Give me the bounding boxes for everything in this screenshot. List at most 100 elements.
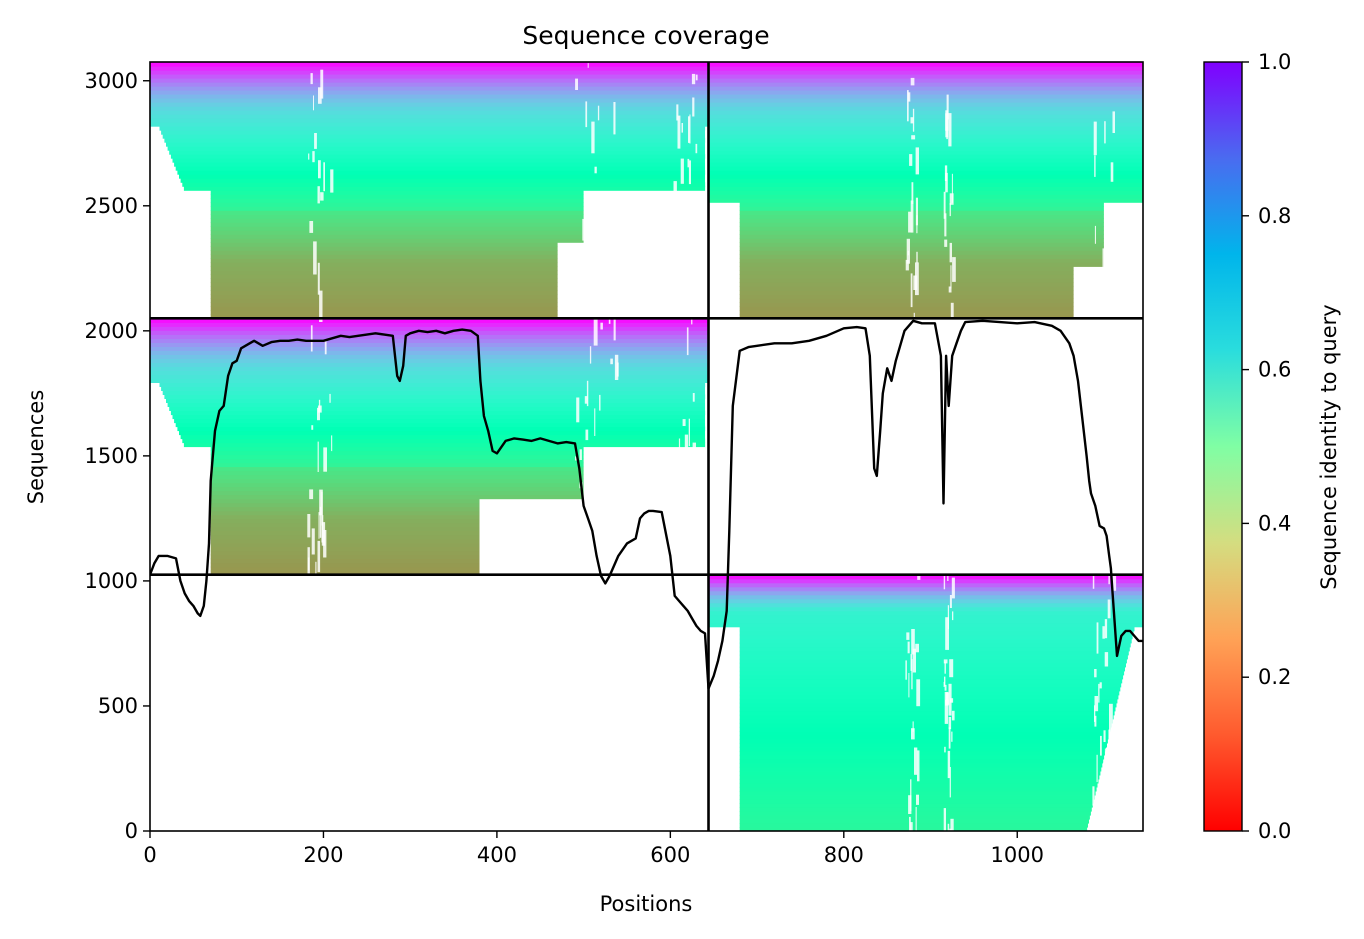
- heatmap-band: [739, 714, 1114, 720]
- heatmap-band: [739, 734, 1109, 740]
- heatmap-band: [150, 62, 709, 67]
- heatmap-band: [739, 270, 1074, 275]
- heatmap-band: [174, 418, 706, 424]
- heatmap-band: [175, 166, 705, 171]
- heatmap-band: [739, 642, 1131, 648]
- coverage-gap: [313, 649, 317, 657]
- heatmap-band: [739, 682, 1122, 688]
- coverage-gap: [945, 113, 949, 131]
- coverage-gap: [946, 94, 949, 120]
- coverage-gap: [318, 399, 321, 412]
- heatmap-band: [739, 722, 1112, 728]
- heatmap-band: [210, 250, 558, 255]
- coverage-gap: [1093, 121, 1097, 156]
- heatmap-band: [210, 310, 558, 315]
- coverage-gap: [950, 411, 955, 423]
- coverage-gap: [597, 105, 600, 121]
- heatmap-band: [739, 774, 1100, 780]
- coverage-gap: [588, 202, 591, 223]
- heatmap-band: [739, 754, 1105, 760]
- heatmap-band: [210, 534, 480, 540]
- coverage-gap: [592, 612, 594, 631]
- coverage-gap: [307, 547, 310, 581]
- heatmap-band: [739, 638, 1132, 644]
- heatmap-band: [739, 314, 1074, 319]
- heatmap-band: [170, 410, 706, 416]
- coverage-gap: [579, 578, 582, 596]
- heatmap-band: [739, 246, 1104, 251]
- heatmap-band: [174, 162, 706, 167]
- heatmap-band: [150, 338, 709, 343]
- heatmap-band: [739, 286, 1074, 291]
- coverage-gap: [944, 691, 949, 724]
- heatmap-band: [708, 86, 1143, 91]
- coverage-gap: [317, 407, 320, 421]
- coverage-gap: [577, 633, 580, 654]
- coverage-gap: [694, 520, 698, 538]
- heatmap-band: [739, 662, 1126, 668]
- heatmap-band: [210, 502, 480, 508]
- heatmap-band: [739, 670, 1125, 676]
- heatmap-band: [210, 538, 480, 544]
- coverage-gap: [331, 435, 333, 452]
- heatmap-band: [708, 174, 1143, 179]
- heatmap-band: [739, 666, 1125, 672]
- heatmap-band: [210, 454, 584, 460]
- coverage-gap: [601, 754, 604, 768]
- heatmap-band: [150, 342, 709, 347]
- heatmap-band: [179, 174, 705, 179]
- coverage-gap: [1112, 807, 1116, 828]
- coverage-gap: [916, 794, 919, 805]
- coverage-gap: [1098, 683, 1100, 703]
- heatmap-band: [210, 474, 584, 480]
- coverage-gap: [598, 616, 601, 628]
- coverage-gap: [915, 147, 919, 175]
- coverage-gap: [585, 466, 588, 486]
- coverage-gap: [575, 592, 579, 599]
- coverage-gap: [1092, 275, 1094, 299]
- coverage-gap: [911, 135, 916, 140]
- coverage-gap: [614, 354, 619, 380]
- heatmap-band: [739, 658, 1127, 664]
- heatmap-band: [708, 178, 1143, 183]
- heatmap-band: [210, 542, 480, 548]
- heatmap-band: [177, 426, 706, 432]
- heatmap-band: [739, 634, 1133, 640]
- heatmap-band: [210, 566, 480, 572]
- heatmap-band: [210, 218, 584, 223]
- coverage-gap: [1102, 762, 1106, 777]
- coverage-gap: [1110, 162, 1114, 182]
- coverage-gap: [906, 536, 910, 549]
- coverage-gap: [1094, 669, 1097, 678]
- colorbar-tick-label: 0.8: [1258, 204, 1291, 228]
- heatmap-band: [739, 278, 1074, 283]
- coverage-gap: [580, 270, 585, 276]
- heatmap-band: [739, 718, 1113, 724]
- coverage-gap: [680, 639, 683, 671]
- heatmap-band: [739, 706, 1116, 712]
- coverage-gap: [952, 257, 956, 282]
- coverage-gap: [676, 459, 678, 468]
- coverage-gap: [907, 641, 910, 654]
- heatmap-band: [739, 762, 1103, 768]
- coverage-gap: [910, 779, 912, 811]
- heatmap-band: [150, 114, 709, 119]
- coverage-gap: [1102, 812, 1105, 831]
- coverage-gap: [1111, 485, 1116, 494]
- heatmap-band: [162, 390, 705, 395]
- coverage-gap: [908, 795, 912, 814]
- plot-frame: [149, 61, 1144, 832]
- heatmap-band: [739, 230, 1104, 235]
- x-axis-label: Positions: [600, 892, 693, 916]
- colorbar-tick-label: 0.4: [1258, 511, 1291, 535]
- coverage-gap: [1109, 210, 1111, 216]
- coverage-gap: [948, 717, 952, 730]
- coverage-gap: [945, 617, 949, 650]
- coverage-gap: [916, 363, 918, 391]
- coverage-gap: [678, 438, 681, 461]
- y-tick-label: 500: [98, 694, 138, 718]
- coverage-gap: [914, 452, 918, 484]
- heatmap-band: [739, 646, 1130, 652]
- y-tick-label: 0: [125, 819, 138, 843]
- x-axis: 0 200 400 600 800 1000: [143, 831, 1044, 867]
